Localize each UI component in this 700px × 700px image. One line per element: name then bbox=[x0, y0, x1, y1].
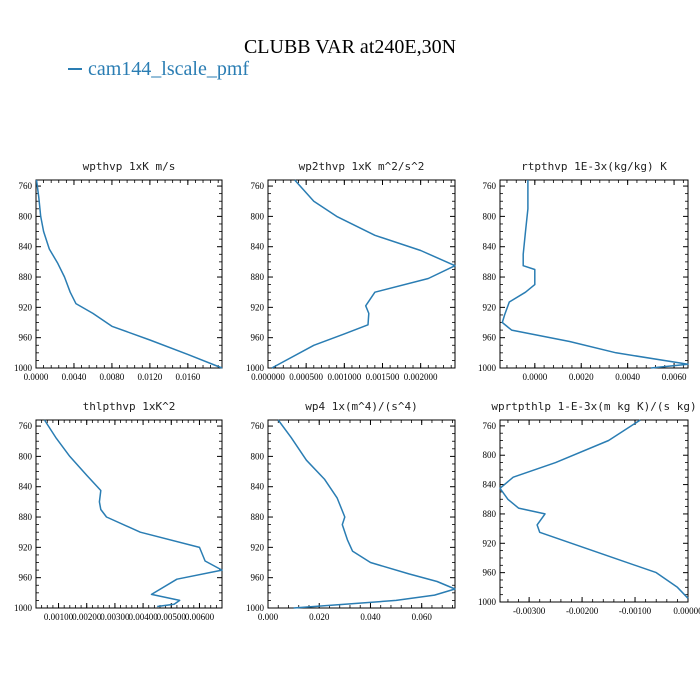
y-tick-label: 840 bbox=[251, 482, 265, 492]
y-tick-label: 960 bbox=[251, 333, 265, 343]
y-tick-label: 920 bbox=[483, 538, 497, 548]
y-tick-label: 880 bbox=[251, 272, 265, 282]
y-tick-label: 800 bbox=[483, 450, 497, 460]
x-tick-label: -0.00200 bbox=[566, 606, 599, 616]
panel-title: thlpthvp 1xK^2 bbox=[83, 400, 176, 413]
x-tick-label: 0.00200 bbox=[72, 612, 102, 622]
x-tick-label: 0.001500 bbox=[366, 372, 400, 382]
series-line bbox=[501, 180, 689, 369]
x-tick-label: 0.0020 bbox=[569, 372, 594, 382]
legend-swatch bbox=[68, 68, 82, 71]
x-tick-label: 0.00100 bbox=[44, 612, 74, 622]
x-tick-label: 0.000500 bbox=[289, 372, 323, 382]
panel-title: rtpthvp 1E-3x(kg/kg) K bbox=[521, 160, 667, 173]
plot-frame bbox=[499, 419, 689, 603]
x-tick-label: 0.0080 bbox=[100, 372, 125, 382]
y-tick-label: 760 bbox=[251, 421, 265, 431]
y-tick-label: 840 bbox=[19, 242, 33, 252]
y-tick-label: 1000 bbox=[246, 603, 265, 613]
y-tick-label: 760 bbox=[483, 181, 497, 191]
x-tick-label: 0.0040 bbox=[615, 372, 640, 382]
x-tick-label: 0.00500 bbox=[157, 612, 187, 622]
panel-title: wpthvp 1xK m/s bbox=[83, 160, 176, 173]
chart-panel: wp4 1x(m^4)/(s^4)76080084088092096010000… bbox=[246, 400, 456, 622]
x-tick-label: 0.0040 bbox=[62, 372, 87, 382]
panel-title: wp2thvp 1xK m^2/s^2 bbox=[299, 160, 425, 173]
x-tick-label: 0.00600 bbox=[185, 612, 215, 622]
series-line bbox=[271, 179, 456, 369]
y-tick-label: 1000 bbox=[478, 363, 497, 373]
y-tick-label: 880 bbox=[251, 512, 265, 522]
chart-panel: wp2thvp 1xK m^2/s^2 760 800 840 880 920 960 100… bbox=[246, 160, 456, 382]
x-tick-label: 0.00400 bbox=[128, 612, 158, 622]
y-tick-label: 880 bbox=[19, 512, 33, 522]
chart-title: CLUBB VAR at240E,30N bbox=[243, 36, 457, 58]
y-tick-label: 920 bbox=[19, 302, 33, 312]
y-tick-label: 1000 bbox=[246, 363, 265, 373]
plot-frame bbox=[35, 179, 223, 369]
x-tick-label: 0.0060 bbox=[662, 372, 687, 382]
y-tick-label: 960 bbox=[483, 568, 497, 578]
y-tick-label: 800 bbox=[483, 211, 497, 221]
y-tick-label: 920 bbox=[19, 542, 33, 552]
x-tick-label: 0.000 bbox=[258, 612, 279, 622]
x-tick-label: 0.020 bbox=[309, 612, 330, 622]
x-tick-label: 0.00300 bbox=[100, 612, 130, 622]
y-tick-label: 920 bbox=[251, 542, 265, 552]
series-line bbox=[43, 419, 223, 608]
x-tick-label: 0.060 bbox=[412, 612, 433, 622]
y-tick-label: 960 bbox=[19, 333, 33, 343]
y-tick-label: 880 bbox=[483, 272, 497, 282]
y-tick-label: 760 bbox=[19, 181, 33, 191]
y-tick-label: 920 bbox=[251, 302, 265, 312]
chart-panel: rtpthvp 1E-3x(kg/kg) K 760 800 840 880 920 960… bbox=[478, 160, 689, 382]
y-tick-label: 960 bbox=[483, 333, 497, 343]
x-tick-label: 0.040 bbox=[360, 612, 381, 622]
y-tick-label: 960 bbox=[251, 573, 265, 583]
y-tick-label: 800 bbox=[251, 451, 265, 461]
y-tick-label: 960 bbox=[19, 573, 33, 583]
plot-frame bbox=[267, 419, 456, 609]
x-tick-label: 0.0120 bbox=[138, 372, 163, 382]
chart-panel: thlpthvp 1xK^2 760 800 840 880 920 960 1000 0.00… bbox=[14, 400, 223, 622]
panel-title: wprtpthlp 1-E-3x(m kg K)/(s kg) bbox=[491, 400, 696, 413]
x-tick-label: -0.00100 bbox=[619, 606, 652, 616]
y-tick-label: 840 bbox=[483, 480, 497, 490]
y-tick-label: 1000 bbox=[478, 597, 497, 607]
plot-frame bbox=[35, 419, 223, 609]
y-tick-label: 1000 bbox=[14, 603, 33, 613]
panel-title: wp4 1x(m^4)/(s^4) bbox=[305, 400, 418, 413]
plot-frame bbox=[499, 179, 689, 369]
y-tick-label: 840 bbox=[483, 242, 497, 252]
x-tick-label: 0.001000 bbox=[327, 372, 361, 382]
y-tick-label: 760 bbox=[19, 421, 33, 431]
x-tick-label: 0.0160 bbox=[175, 372, 200, 382]
y-tick-label: 920 bbox=[483, 302, 497, 312]
y-tick-label: 1000 bbox=[14, 363, 33, 373]
y-tick-label: 880 bbox=[19, 272, 33, 282]
y-tick-label: 800 bbox=[19, 211, 33, 221]
y-tick-label: 800 bbox=[251, 211, 265, 221]
y-tick-label: 840 bbox=[251, 242, 265, 252]
chart-panel: wprtpthlp 1-E-3x(m kg K)/(s kg) 760 800 840… bbox=[478, 400, 700, 616]
series-line bbox=[35, 179, 223, 369]
plot-frame bbox=[267, 179, 456, 369]
legend-label: cam144_lscale_pmf bbox=[88, 58, 250, 80]
chart-panel: wpthvp 1xK m/s76080084088092096010000.00… bbox=[14, 160, 223, 382]
x-tick-label: 0.002000 bbox=[404, 372, 438, 382]
y-tick-label: 880 bbox=[483, 509, 497, 519]
y-tick-label: 760 bbox=[251, 181, 265, 191]
series-line bbox=[277, 419, 456, 609]
x-tick-label: 0.00000 bbox=[673, 606, 700, 616]
x-tick-label: 0.000000 bbox=[251, 372, 285, 382]
legend: cam144_lscale_pmf bbox=[68, 58, 249, 81]
y-tick-label: 760 bbox=[483, 421, 497, 431]
y-tick-label: 840 bbox=[19, 482, 33, 492]
x-tick-label: 0.0000 bbox=[522, 372, 547, 382]
x-tick-label: -0.00300 bbox=[513, 606, 546, 616]
y-tick-label: 800 bbox=[19, 451, 33, 461]
series-line bbox=[499, 419, 689, 599]
x-tick-label: 0.0000 bbox=[24, 372, 49, 382]
